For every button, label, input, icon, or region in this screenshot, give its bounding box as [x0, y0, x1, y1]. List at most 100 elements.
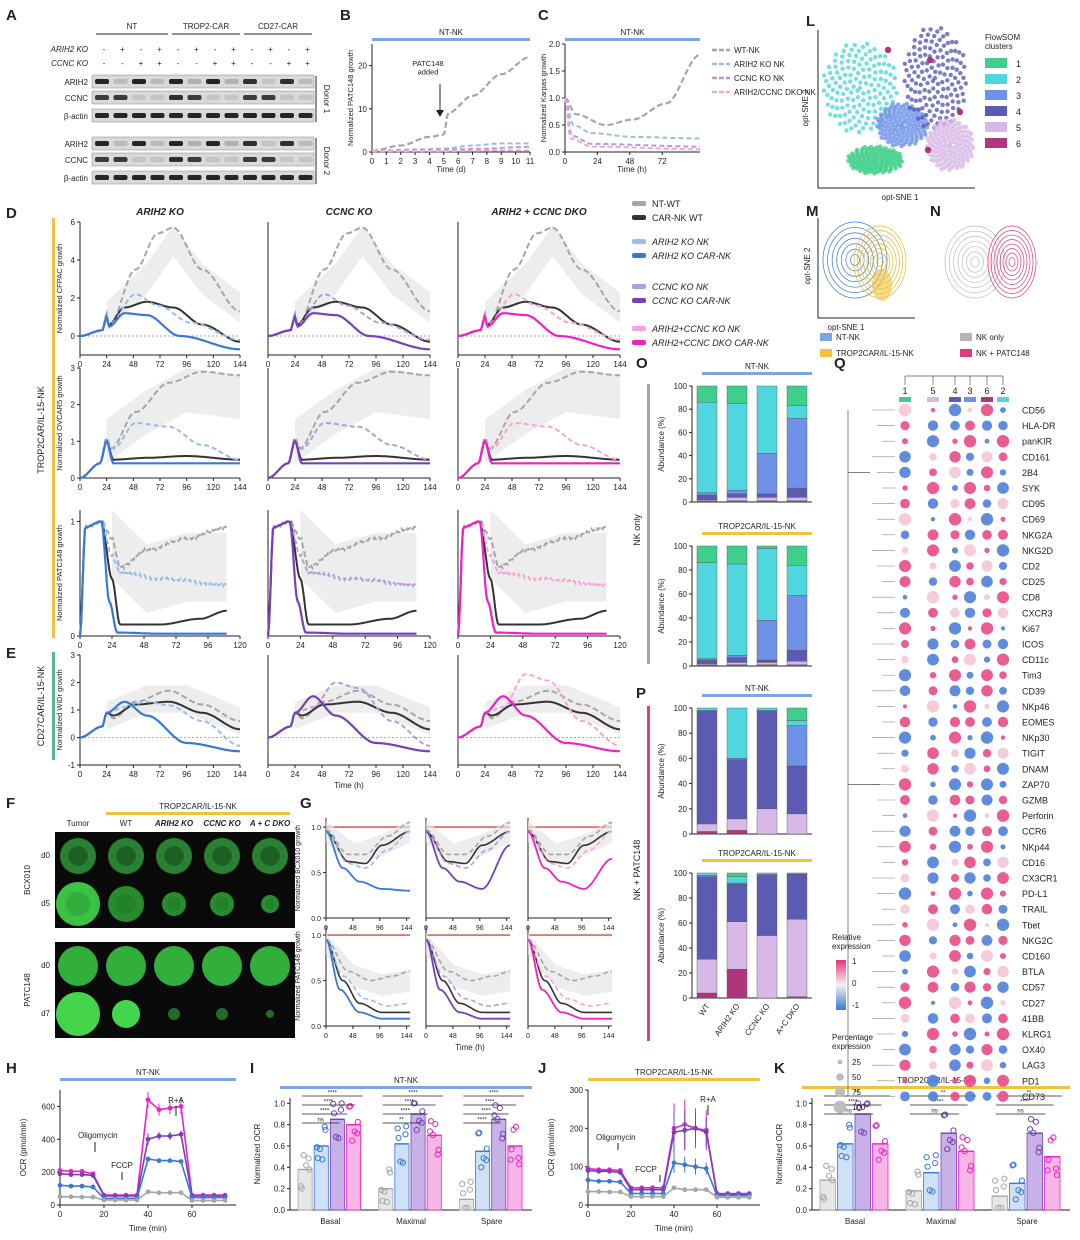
- x-tick-label: 3: [413, 157, 418, 166]
- ko-sign: +: [305, 59, 310, 68]
- expression-dot: [998, 420, 1008, 431]
- tsne-point: [936, 128, 941, 133]
- x-axis-label: Time (h): [617, 165, 647, 174]
- tsne-point: [917, 98, 923, 103]
- x-tick-label: 48: [129, 770, 138, 779]
- density-contour: [961, 246, 989, 278]
- panel-label-p: P: [636, 685, 646, 702]
- tsne-point: [940, 148, 945, 154]
- marker-label: NKp46: [1022, 702, 1050, 712]
- tsne-point: [866, 89, 871, 94]
- expression-dot: [997, 716, 1009, 728]
- marker-label: SYK: [1022, 484, 1040, 494]
- replicate-point: [840, 1143, 847, 1150]
- tsne-point: [847, 109, 852, 115]
- tsne-point: [919, 33, 924, 39]
- tsne-point: [825, 92, 830, 98]
- replicate-point: [872, 1122, 879, 1130]
- density-contour: [987, 225, 1037, 299]
- tsne-point: [925, 135, 930, 141]
- x-tick-label: 0: [266, 770, 271, 779]
- scale-tick-label: 1: [852, 957, 857, 966]
- x-axis-label: Time (d): [436, 165, 466, 174]
- expression-dot: [902, 485, 908, 491]
- ocr-point: [156, 1107, 162, 1113]
- blot-band: [187, 141, 202, 146]
- x-tick-label: 8: [485, 157, 490, 166]
- y-tick-label: 0.0: [549, 148, 561, 157]
- tsne-point: [856, 129, 862, 135]
- tsne-point-cluster6: [924, 146, 932, 154]
- significance-label: ****: [485, 1100, 495, 1106]
- marker-label: TIGIT: [1022, 749, 1045, 759]
- tsne-point: [964, 151, 969, 156]
- tsne-point: [933, 134, 938, 139]
- tsne-point: [949, 145, 955, 151]
- legend-swatch: [820, 349, 832, 357]
- tsne-point: [887, 169, 892, 174]
- tsne-point: [899, 159, 905, 164]
- replicate-point: [347, 1102, 354, 1110]
- stacked-segment: [726, 490, 748, 495]
- replicate-point: [416, 1117, 423, 1124]
- tsne-point: [935, 163, 940, 168]
- expression-dot: [984, 922, 990, 927]
- tumor-label: PATC148: [23, 973, 32, 1007]
- tsne-point: [862, 74, 867, 80]
- tsne-point: [855, 88, 860, 93]
- y-axis-label: Abundance (%): [657, 743, 666, 798]
- stacked-segment: [696, 823, 718, 832]
- density-contour: [966, 251, 984, 273]
- ocr-point: [650, 1187, 655, 1193]
- significance-label: **: [941, 1091, 946, 1097]
- condition-bar: [702, 859, 812, 862]
- y-tick-label: 0.8: [274, 1121, 286, 1130]
- tsne-point: [950, 155, 955, 160]
- expression-dot: [930, 625, 936, 632]
- replicate-point: [1009, 1162, 1016, 1169]
- stacked-segment: [696, 494, 718, 500]
- expression-dot: [927, 872, 939, 884]
- tsne-point: [905, 83, 910, 89]
- expression-dot: [952, 485, 958, 491]
- x-tick-label: 96: [372, 360, 381, 369]
- blot-band: [150, 95, 165, 100]
- marker-label: CD69: [1022, 515, 1045, 525]
- expression-dot: [981, 669, 993, 682]
- ocr-bar: [346, 1124, 362, 1211]
- condition-bar: [702, 532, 812, 535]
- ko-sign: -: [177, 45, 180, 54]
- ocr-point: [585, 1168, 591, 1173]
- y-tick-label: 0: [683, 498, 688, 507]
- tsne-point: [907, 142, 912, 147]
- expression-dot: [967, 735, 973, 741]
- x-tick-label: 144: [423, 770, 437, 779]
- x-tick-label: 60: [713, 1210, 722, 1219]
- tsne-point: [936, 131, 942, 137]
- tsne-point: [862, 144, 867, 150]
- y-axis-label: Normalized OVCAR5 growth: [55, 375, 64, 470]
- day-label: d7: [41, 1009, 50, 1018]
- y-axis-label: Normalized OCR: [775, 1124, 784, 1185]
- tsne-point: [893, 166, 898, 171]
- expression-dot: [998, 826, 1008, 837]
- x-tick-label: 72: [345, 770, 354, 779]
- ko-sign: -: [251, 45, 254, 54]
- tsne-point: [920, 106, 925, 111]
- ocr-bar: [923, 1172, 940, 1211]
- spheroid-core: [167, 897, 181, 911]
- x-tick-label: 96: [204, 641, 213, 650]
- tsne-point: [857, 62, 862, 67]
- x-tick-label: 48: [318, 770, 327, 779]
- legend-swatch: [985, 106, 1007, 116]
- y-tick-label: 1: [71, 517, 76, 526]
- y-axis-label: Normalized PATC148 growth: [55, 525, 64, 621]
- tsne-point: [923, 132, 928, 137]
- tsne-point: [887, 128, 892, 134]
- side-bar: [647, 384, 650, 664]
- y-tick-label: 1: [71, 437, 76, 446]
- ocr-point: [167, 1190, 173, 1196]
- y-tick-label: 80: [678, 729, 687, 738]
- x-category-label: A+C DKO: [774, 1002, 802, 1036]
- expression-dot: [950, 499, 960, 509]
